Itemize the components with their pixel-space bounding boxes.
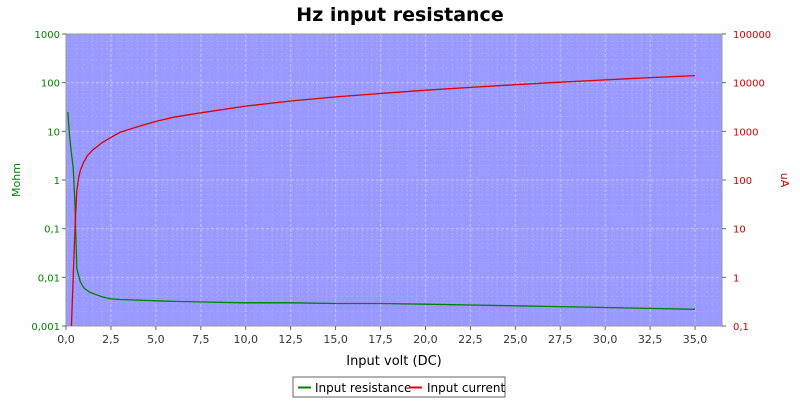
x-tick-label: 25,0 xyxy=(503,333,528,346)
x-axis-ticks: 0,0 2,5 5,0 7,5 10,0 12,5 15,0 17,5 20,0 22,5 25,0… xyxy=(57,326,707,346)
y-left-tick-label: 0,01 xyxy=(38,273,60,284)
chart-title: Hz input resistance xyxy=(296,4,503,26)
y-right-tick-label: 10000 xyxy=(733,79,765,90)
x-tick-label: 5,0 xyxy=(147,333,165,346)
y-right-axis-label: uA xyxy=(778,173,791,188)
y-left-tick-label: 0,001 xyxy=(31,322,60,333)
x-tick-label: 20,0 xyxy=(413,333,438,346)
y-right-tick-label: 100 xyxy=(733,176,752,187)
y-left-axis-label: Mohm xyxy=(10,163,23,197)
grid xyxy=(65,34,723,327)
y-left-axis-ticks: 0,001 0,01 0,1 1 10 100 1000 xyxy=(31,30,66,333)
x-tick-label: 35,0 xyxy=(683,333,708,346)
x-tick-label: 30,0 xyxy=(593,333,618,346)
series-line-input-resistance xyxy=(67,111,696,310)
legend: Input resistance Input current xyxy=(292,376,506,398)
x-tick-label: 12,5 xyxy=(278,333,303,346)
y-right-tick-label: 100000 xyxy=(733,30,771,41)
y-right-tick-label: 10 xyxy=(733,225,746,236)
x-tick-label: 32,5 xyxy=(638,333,663,346)
x-tick-label: 0,0 xyxy=(57,333,75,346)
x-tick-label: 22,5 xyxy=(458,333,483,346)
y-left-tick-label: 10 xyxy=(47,127,60,138)
x-tick-label: 17,5 xyxy=(368,333,393,346)
x-tick-label: 7,5 xyxy=(192,333,210,346)
x-tick-label: 27,5 xyxy=(548,333,573,346)
x-tick-label: 15,0 xyxy=(323,333,348,346)
y-right-tick-label: 1 xyxy=(733,273,739,284)
x-axis-label: Input volt (DC) xyxy=(346,354,442,369)
legend-item-resistance: Input resistance xyxy=(315,381,411,395)
y-left-tick-label: 1 xyxy=(54,176,60,187)
legend-item-current: Input current xyxy=(427,381,505,395)
y-right-axis-ticks: 0,1 1 10 100 1000 10000 100000 xyxy=(722,30,771,333)
legend-box xyxy=(292,376,506,398)
y-left-tick-label: 1000 xyxy=(35,30,60,41)
x-tick-label: 2,5 xyxy=(102,333,120,346)
series-line-input-current xyxy=(70,74,696,327)
x-tick-label: 10,0 xyxy=(233,333,258,346)
y-left-tick-label: 100 xyxy=(41,79,60,90)
series-layer xyxy=(67,74,696,327)
y-left-tick-label: 0,1 xyxy=(44,225,60,236)
y-right-tick-label: 0,1 xyxy=(733,322,749,333)
y-right-tick-label: 1000 xyxy=(733,127,758,138)
